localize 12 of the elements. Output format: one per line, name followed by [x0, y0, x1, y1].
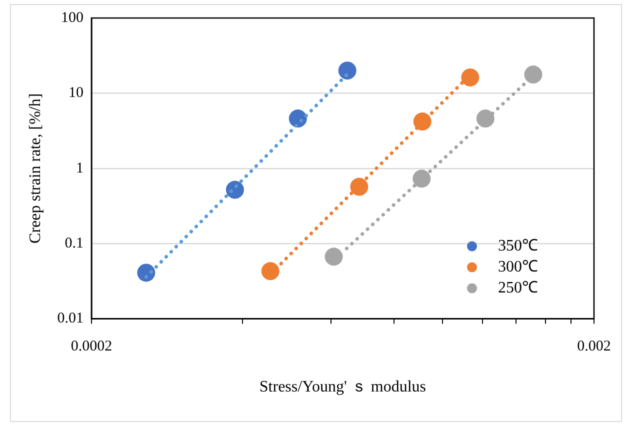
y-tick-label: 10	[68, 85, 84, 102]
y-tick-label: 100	[60, 10, 84, 26]
legend-label: 350℃	[498, 238, 538, 255]
legend-label: 300℃	[498, 258, 538, 276]
y-tick-label: 0.01	[57, 310, 84, 327]
x-tick-label: 0.002	[577, 338, 611, 355]
x-axis-title: Stress/Young' ｓ modulus	[259, 378, 426, 396]
y-tick-label: 1	[76, 160, 84, 176]
x-tick-label: 0.0002	[70, 338, 112, 355]
y-tick-label: 0.1	[64, 236, 84, 252]
y-axis-title: Creep strain rate, [%/h]	[26, 93, 44, 244]
legend-label: 250℃	[498, 280, 538, 297]
